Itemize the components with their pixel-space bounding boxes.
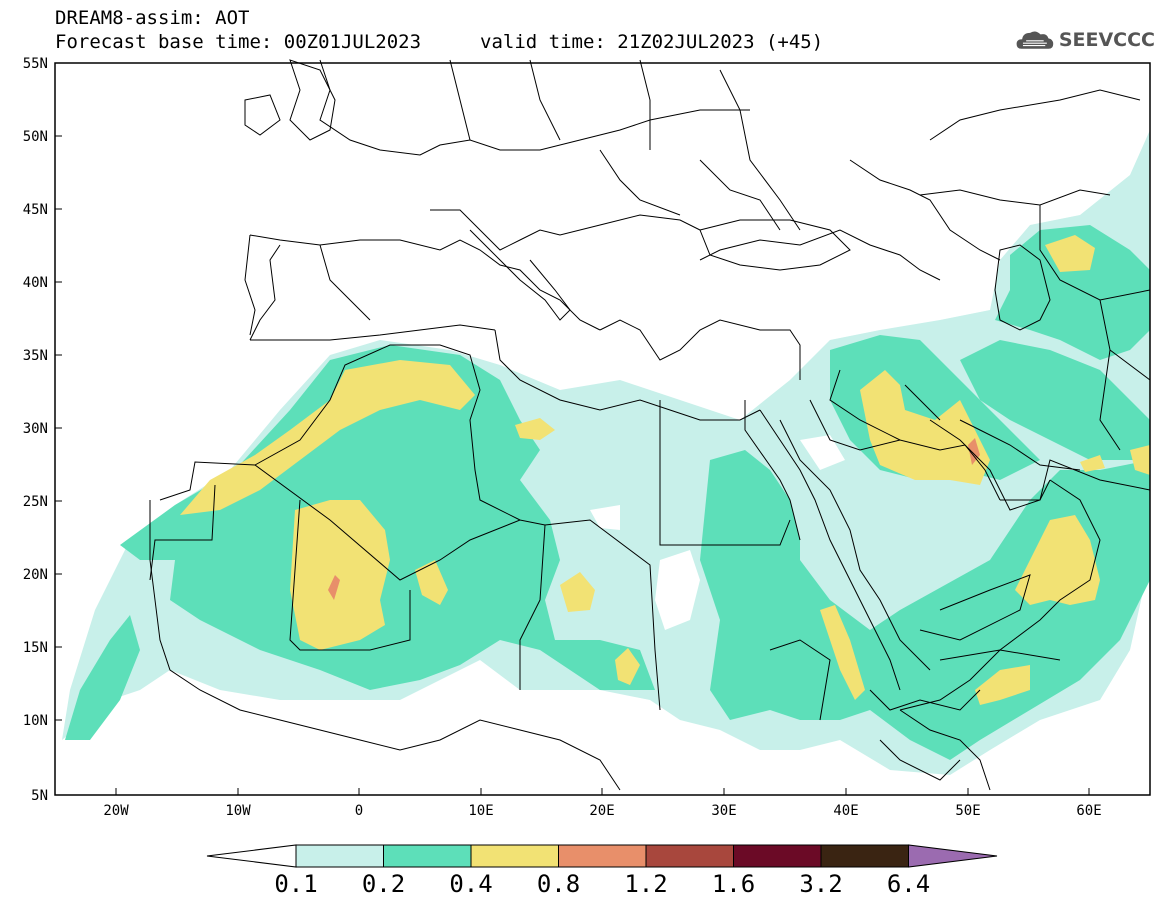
- lat-label: 25N: [23, 494, 48, 510]
- lat-label: 45N: [23, 202, 48, 218]
- aot-band-0.4-algeria: [180, 360, 475, 515]
- colorbar-bin-5: [645, 844, 734, 868]
- lon-tick: 10E: [468, 788, 494, 819]
- seevccc-logo: SEEVCCC: [1015, 22, 1155, 58]
- aot-band-0.8-sahara: [328, 575, 340, 600]
- colorbar-bin-1: [295, 844, 384, 868]
- aot-band-0.8-kuwait: [968, 438, 980, 465]
- lon-label: 0: [355, 803, 363, 819]
- lon-tick: 10W: [225, 788, 251, 819]
- lat-tick: 45N: [23, 202, 62, 218]
- base-time-label: Forecast base time: 00Z01JUL2023: [55, 31, 422, 53]
- lat-label: 40N: [23, 275, 48, 291]
- colorbar-bin-7: [820, 844, 909, 868]
- colorbar-under-arrow: [206, 844, 297, 868]
- lat-tick: 30N: [23, 421, 62, 437]
- colorbar-bin-4: [558, 844, 647, 868]
- colorbar-label: 0.1: [274, 870, 317, 898]
- lon-tick: 60E: [1076, 788, 1102, 819]
- lon-label: 40E: [833, 803, 858, 819]
- lon-tick: 20E: [589, 788, 615, 819]
- lon-tick: 50E: [955, 788, 981, 819]
- lat-tick: 15N: [23, 640, 62, 656]
- lon-label: 20W: [103, 803, 129, 819]
- aot-band-0.4-patch-a: [560, 572, 595, 612]
- lon-tick: 20W: [103, 788, 129, 819]
- aot-clear-area: [590, 435, 845, 630]
- colorbar-label: 6.4: [887, 870, 930, 898]
- valid-time-label: valid time: 21Z02JUL2023 (+45): [480, 31, 824, 53]
- lat-tick: 25N: [23, 494, 62, 510]
- lat-label: 30N: [23, 421, 48, 437]
- lat-label: 15N: [23, 640, 48, 656]
- lat-label: 10N: [23, 713, 48, 729]
- lon-label: 10W: [225, 803, 251, 819]
- lat-label: 5N: [31, 788, 48, 804]
- aot-band-0.4-east-edge: [1080, 445, 1150, 475]
- aot-band-0.4-oman: [1015, 515, 1100, 605]
- lon-label: 50E: [955, 803, 980, 819]
- lat-label: 35N: [23, 348, 48, 364]
- aot-band-0.4-sahara: [290, 500, 390, 650]
- cloud-icon: [1016, 31, 1054, 49]
- colorbar-label: 1.2: [624, 870, 667, 898]
- colorbar-label: 0.2: [362, 870, 405, 898]
- aot-field: [62, 130, 1150, 775]
- colorbar: [206, 844, 998, 868]
- colorbar-bin-6: [733, 844, 822, 868]
- lon-label: 20E: [589, 803, 614, 819]
- colorbar-label: 0.8: [537, 870, 580, 898]
- lat-label: 50N: [23, 129, 48, 145]
- lat-tick: 5N: [31, 788, 62, 804]
- colorbar-label: 1.6: [712, 870, 755, 898]
- aot-band-0.4-yemen: [975, 665, 1030, 705]
- lat-tick: 35N: [23, 348, 62, 364]
- aot-band-0.4-turkmen: [1045, 235, 1095, 272]
- aot-band-0.2-east: [700, 450, 1150, 760]
- lon-label: 60E: [1076, 803, 1101, 819]
- colorbar-over-arrow: [908, 844, 998, 868]
- aot-band-0.4-redsea: [820, 605, 865, 700]
- lat-label: 20N: [23, 567, 48, 583]
- lon-tick: 40E: [833, 788, 859, 819]
- aot-band-0.4-patch-c: [515, 418, 555, 440]
- colorbar-label: 3.2: [799, 870, 842, 898]
- colorbar-bin-2: [383, 844, 472, 868]
- lat-tick: 50N: [23, 129, 62, 145]
- aot-band-0.4-patch-d: [615, 648, 640, 685]
- lat-tick: 55N: [23, 56, 62, 72]
- aot-band-0.2-southwest: [65, 615, 140, 740]
- lat-axis: 55N 50N 45N 40N 35N 30N 25N 20N 15N 10N …: [23, 56, 62, 804]
- lat-tick: 10N: [23, 713, 62, 729]
- lon-label: 30E: [711, 803, 736, 819]
- lat-tick: 40N: [23, 275, 62, 291]
- lon-tick: 30E: [711, 788, 737, 819]
- aot-band-0.4-patch-b: [415, 560, 448, 605]
- lat-label: 55N: [23, 56, 48, 72]
- aot-band-0.4-iraq: [860, 370, 990, 485]
- colorbar-bin-3: [470, 844, 559, 868]
- chart-title: DREAM8-assim: AOT: [55, 7, 250, 29]
- lat-tick: 20N: [23, 567, 62, 583]
- lon-tick: 0: [355, 788, 363, 819]
- colorbar-label: 0.4: [449, 870, 492, 898]
- country-borders: [149, 59, 1151, 791]
- lon-axis: 20W 10W 0 10E 20E 30E 40E 50E 60E: [103, 788, 1102, 819]
- lon-label: 10E: [468, 803, 493, 819]
- logo-text: SEEVCCC: [1058, 29, 1155, 51]
- aot-band-0.2-iran: [960, 340, 1150, 460]
- colorbar-labels: 0.1 0.2 0.4 0.8 1.2 1.6 3.2 6.4: [274, 870, 930, 898]
- aot-band-0.2-caspian: [995, 225, 1150, 360]
